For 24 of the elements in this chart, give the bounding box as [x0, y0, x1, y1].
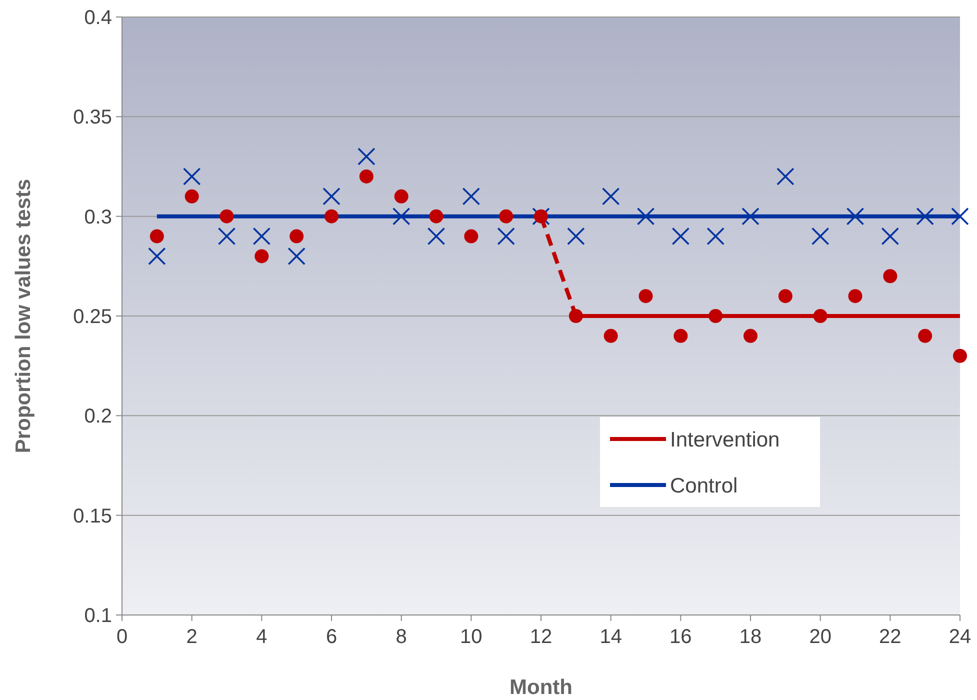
y-tick-label: 0.15 — [73, 505, 112, 528]
x-tick-label: 16 — [670, 626, 692, 648]
y-tick-label: 0.2 — [84, 406, 112, 428]
y-tick-label: 0.3 — [84, 206, 112, 228]
x-tick-label: 18 — [739, 626, 762, 648]
x-tick-label: 6 — [326, 626, 338, 648]
x-tick-label: 14 — [600, 626, 622, 648]
y-tick-label: 0.4 — [84, 7, 112, 29]
x-tick-label: 24 — [948, 626, 972, 648]
x-tick-label: 2 — [186, 626, 198, 648]
x-tick-label: 0 — [116, 626, 128, 648]
x-tick-label: 10 — [460, 626, 482, 648]
y-axis-title: Proportion low values tests — [12, 178, 35, 454]
x-tick-label: 12 — [530, 626, 552, 648]
legend-label: Intervention — [670, 428, 780, 452]
x-tick-label: 4 — [256, 626, 268, 648]
x-tick-label: 8 — [396, 626, 407, 648]
x-axis-title: Month — [510, 676, 572, 699]
x-tick-label: 22 — [879, 626, 902, 648]
y-tick-label: 0.1 — [84, 605, 112, 627]
y-tick-label: 0.25 — [73, 306, 112, 328]
x-tick-label: 20 — [809, 626, 832, 648]
y-tick-label: 0.35 — [73, 106, 112, 129]
legend-label: Control — [670, 474, 738, 498]
